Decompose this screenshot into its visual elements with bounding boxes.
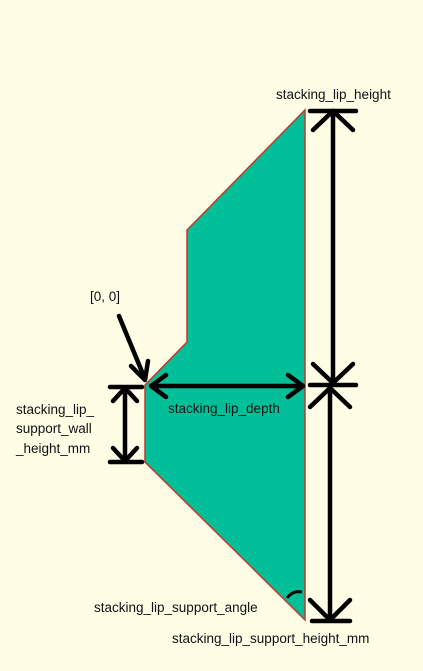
label-support-wall-line2: support_wall	[16, 421, 92, 436]
label-support-wall-line3: _height_mm	[16, 441, 91, 456]
label-stacking-lip-depth: stacking_lip_depth	[168, 401, 280, 416]
label-support-angle: stacking_lip_support_angle	[94, 600, 258, 615]
label-stacking-lip-height: stacking_lip_height	[276, 87, 391, 102]
origin-pointer-line	[116, 313, 148, 382]
support-angle-arc	[285, 590, 303, 599]
label-origin: [0, 0]	[90, 289, 121, 304]
origin-pointer-arrowhead	[128, 358, 151, 383]
stacking-lip-profile	[144, 108, 306, 622]
lip-depth-arrowhead-right	[285, 372, 306, 400]
lip-depth-arrowhead-left	[148, 372, 169, 400]
label-support-height: stacking_lip_support_height_mm	[172, 631, 370, 646]
support-height-arrowhead-top	[307, 385, 353, 410]
label-support-wall-line1: stacking_lip_	[16, 402, 95, 417]
